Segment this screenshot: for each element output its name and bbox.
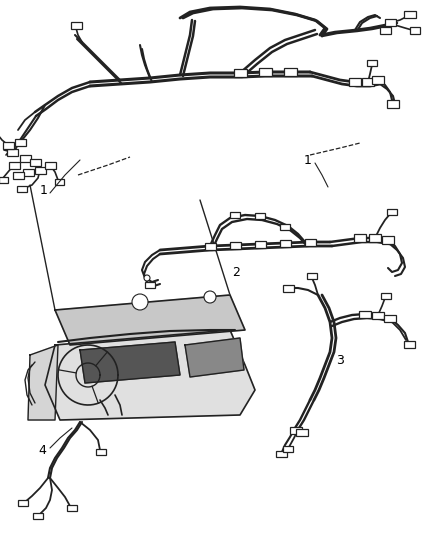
Bar <box>372 76 384 84</box>
Bar <box>296 429 308 435</box>
Circle shape <box>144 275 150 281</box>
Bar <box>369 234 381 242</box>
Bar <box>387 100 399 108</box>
Bar <box>233 69 247 77</box>
Bar <box>387 209 397 215</box>
Text: 1: 1 <box>40 183 48 197</box>
Bar <box>304 238 315 246</box>
Bar <box>71 21 81 28</box>
Bar <box>7 149 18 156</box>
Bar <box>349 78 361 86</box>
Bar <box>307 273 317 279</box>
Bar <box>404 11 416 18</box>
Bar <box>67 505 77 511</box>
Bar <box>205 243 215 249</box>
Bar <box>22 168 33 175</box>
Bar <box>3 141 14 149</box>
Bar <box>372 311 384 319</box>
Bar <box>35 166 46 174</box>
Text: 3: 3 <box>336 353 344 367</box>
Bar <box>283 446 293 452</box>
Text: 4: 4 <box>38 443 46 456</box>
Bar <box>17 186 27 192</box>
Bar <box>290 426 302 433</box>
Bar <box>45 161 56 168</box>
Bar <box>0 177 7 183</box>
Bar <box>96 449 106 455</box>
Bar <box>410 27 420 34</box>
Bar <box>403 341 414 348</box>
Bar <box>384 314 396 321</box>
Bar <box>33 513 43 519</box>
Bar <box>280 224 290 230</box>
Bar <box>382 236 394 244</box>
Bar <box>145 282 155 288</box>
Polygon shape <box>45 330 255 420</box>
Bar <box>367 60 377 66</box>
Text: 1: 1 <box>304 154 312 166</box>
Bar <box>283 68 297 76</box>
Bar <box>255 213 265 219</box>
Bar <box>279 239 290 246</box>
Bar <box>54 179 64 185</box>
Bar <box>359 311 371 318</box>
Bar <box>13 172 24 179</box>
Bar <box>20 155 31 161</box>
Bar <box>379 27 391 34</box>
Bar <box>18 500 28 506</box>
Bar <box>362 78 374 86</box>
Bar <box>254 240 265 247</box>
Bar <box>381 293 391 299</box>
Text: 2: 2 <box>232 265 240 279</box>
Bar <box>385 19 396 26</box>
Bar <box>8 161 20 168</box>
Bar <box>230 212 240 218</box>
Bar <box>354 234 366 242</box>
Bar <box>230 241 240 248</box>
Bar <box>29 158 40 166</box>
Bar <box>283 285 293 292</box>
Bar <box>258 68 272 76</box>
Bar <box>276 451 286 457</box>
Polygon shape <box>185 338 244 377</box>
Polygon shape <box>28 345 58 420</box>
Circle shape <box>204 291 216 303</box>
Bar <box>14 139 25 146</box>
Circle shape <box>132 294 148 310</box>
Polygon shape <box>55 295 245 345</box>
Polygon shape <box>80 342 180 383</box>
